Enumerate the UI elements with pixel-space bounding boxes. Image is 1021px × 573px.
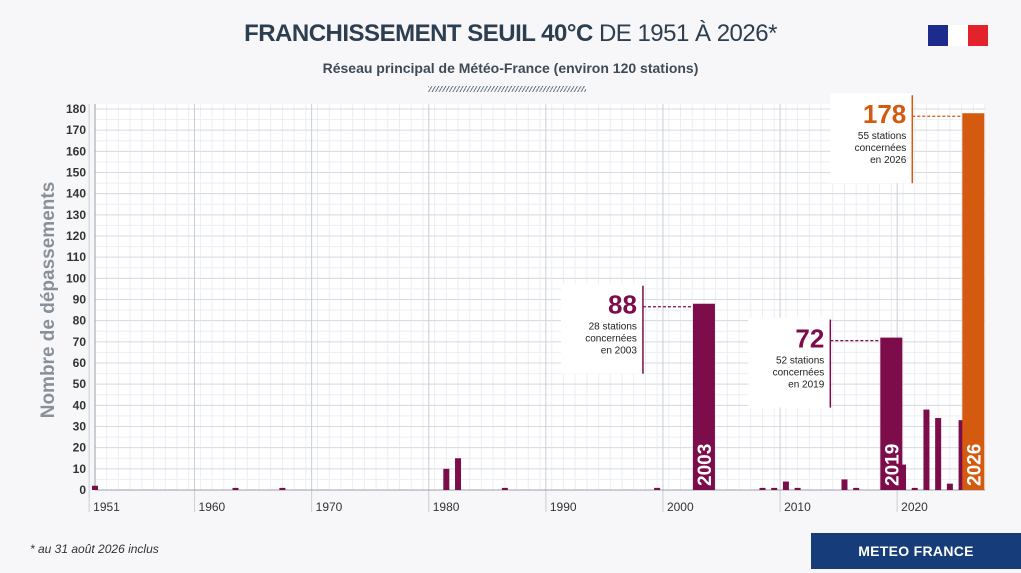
y-tick-label: 80 xyxy=(73,314,87,328)
x-tick-label: 1990 xyxy=(550,500,577,514)
annotation-caption: en 2019 xyxy=(788,380,825,391)
bar-year-label: 2019 xyxy=(882,444,903,486)
chart-subtitle: Réseau principal de Météo-France (enviro… xyxy=(322,60,699,76)
bar xyxy=(692,303,715,490)
y-tick-label: 110 xyxy=(67,250,87,264)
annotation-background xyxy=(748,317,831,408)
annotation-caption: 55 stations xyxy=(858,131,906,142)
y-tick-label: 70 xyxy=(73,335,87,349)
chart-title: FRANCHISSEMENT SEUIL 40°C DE 1951 À 2026… xyxy=(0,20,1021,48)
bar xyxy=(911,487,918,490)
annotation-caption: concernées xyxy=(855,143,907,154)
bar xyxy=(759,487,766,490)
flag-red-band xyxy=(968,25,988,46)
y-axis-label: Nombre de dépassements xyxy=(38,182,59,419)
meteo-france-brand: METEO FRANCE xyxy=(811,533,1021,569)
y-tick-label: 60 xyxy=(73,356,87,370)
annotation-background xyxy=(830,93,913,184)
bar xyxy=(232,487,239,490)
bar xyxy=(279,487,286,490)
x-tick-label: 1970 xyxy=(316,500,343,514)
x-tick-label: 1960 xyxy=(199,500,226,514)
y-tick-label: 10 xyxy=(73,462,87,476)
annotation-value: 88 xyxy=(608,290,637,320)
bar xyxy=(455,458,462,490)
bar xyxy=(935,418,942,490)
bar xyxy=(794,487,801,490)
bar xyxy=(962,113,985,490)
footnote: * au 31 août 2026 inclus xyxy=(30,542,159,556)
annotation-caption: 52 stations xyxy=(776,356,824,367)
y-tick-label: 180 xyxy=(66,102,86,116)
chart-title-strong: FRANCHISSEMENT SEUIL 40°C xyxy=(244,20,593,47)
y-tick-label: 150 xyxy=(66,166,86,180)
flag-blue-band xyxy=(928,25,948,46)
decorative-hatch xyxy=(428,86,586,92)
y-tick-label: 0 xyxy=(79,483,86,497)
x-tick-label: 2010 xyxy=(784,500,811,514)
y-tick-label: 50 xyxy=(73,377,87,391)
bar xyxy=(923,409,930,490)
y-tick-label: 130 xyxy=(66,208,86,222)
annotation-value: 178 xyxy=(863,99,906,129)
annotation-caption: en 2026 xyxy=(870,155,907,166)
y-tick-label: 20 xyxy=(73,441,87,455)
chart-title-rest: DE 1951 À 2026* xyxy=(592,20,777,47)
republique-francaise-logo xyxy=(928,25,988,46)
y-tick-label: 90 xyxy=(73,293,87,307)
annotation-caption: en 2003 xyxy=(601,346,638,357)
bar-chart: 0 10 20 30 40 50 60 70 80 90 100 110 120 130 140 150 160… xyxy=(38,93,986,514)
annotation-value: 72 xyxy=(795,324,824,354)
bar-year-label: 2026 xyxy=(964,444,985,486)
bar-year-label: 2003 xyxy=(695,444,716,486)
bar xyxy=(958,420,965,490)
x-tick-label: 1980 xyxy=(433,500,460,514)
bar xyxy=(92,485,98,490)
x-tick-label: 1951 xyxy=(93,500,120,514)
bar xyxy=(771,487,778,490)
flag-white-band xyxy=(948,25,968,46)
bar xyxy=(946,483,953,490)
bar xyxy=(853,487,860,490)
x-tick-label: 2000 xyxy=(667,500,694,514)
bar xyxy=(900,464,907,490)
y-tick-label: 100 xyxy=(66,271,86,285)
bar xyxy=(782,481,789,490)
y-tick-label: 160 xyxy=(66,144,86,158)
annotation-background xyxy=(560,283,643,374)
bar xyxy=(880,337,903,490)
annotation-caption: concernées xyxy=(773,368,825,379)
y-tick-label: 30 xyxy=(73,420,87,434)
x-tick-label: 2020 xyxy=(901,500,928,514)
y-tick-label: 120 xyxy=(66,229,86,243)
y-tick-label: 40 xyxy=(73,398,87,412)
y-tick-label: 170 xyxy=(66,123,86,137)
bar xyxy=(443,468,450,490)
bar xyxy=(841,479,848,490)
bar xyxy=(654,487,661,490)
y-tick-label: 140 xyxy=(66,187,86,201)
annotation-caption: concernées xyxy=(585,334,637,345)
annotation-caption: 28 stations xyxy=(589,322,637,333)
bar xyxy=(501,487,508,490)
